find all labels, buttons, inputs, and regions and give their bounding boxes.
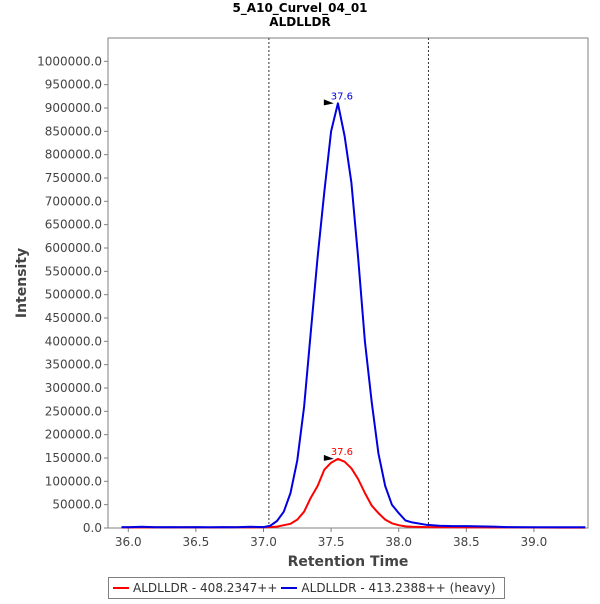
y-tick-label: 400000.0: [45, 334, 102, 348]
y-tick-label: 800000.0: [45, 148, 102, 162]
y-tick-label: 300000.0: [45, 381, 102, 395]
peak-label-0: 37.6: [331, 447, 353, 458]
legend-swatch-heavy: [281, 587, 298, 589]
chart-subtitle: ALDLLDR: [269, 15, 330, 29]
y-tick-label: 550000.0: [45, 264, 102, 278]
legend-label-heavy: ALDLLDR - 413.2388++ (heavy): [301, 581, 496, 595]
y-tick-label: 600000.0: [45, 241, 102, 255]
x-tick-label: 38.0: [385, 535, 412, 549]
y-tick-label: 200000.0: [45, 428, 102, 442]
legend-swatch-light: [113, 587, 129, 589]
chart-title: 5_A10_Curvel_04_01: [232, 1, 367, 16]
y-tick-label: 50000.0: [52, 498, 102, 512]
legend-label-light: ALDLLDR - 408.2347++: [133, 581, 278, 595]
legend-item-heavy: ALDLLDR - 413.2388++ (heavy): [281, 581, 496, 595]
y-tick-label: 900000.0: [45, 101, 102, 115]
y-tick-label: 450000.0: [45, 311, 102, 325]
peak-marker-1: [323, 99, 334, 106]
x-tick-label: 37.0: [250, 535, 277, 549]
x-axis-label: Retention Time: [288, 554, 409, 570]
y-tick-label: 500000.0: [45, 288, 102, 302]
series-line-1: [121, 102, 586, 529]
legend: ALDLLDR - 408.2347++ ALDLLDR - 413.2388+…: [108, 577, 505, 599]
y-tick-label: 650000.0: [45, 218, 102, 232]
x-tick-label: 39.0: [521, 535, 548, 549]
x-tick-label: 38.5: [453, 535, 480, 549]
x-tick-label: 36.0: [115, 535, 142, 549]
legend-item-light: ALDLLDR - 408.2347++: [113, 581, 277, 595]
y-tick-label: 950000.0: [45, 78, 102, 92]
y-tick-label: 750000.0: [45, 171, 102, 185]
y-tick-label: 250000.0: [45, 404, 102, 418]
y-tick-label: 850000.0: [45, 124, 102, 138]
y-tick-label: 0.0: [83, 521, 102, 535]
y-tick-label: 350000.0: [45, 358, 102, 372]
y-tick-label: 1000000.0: [37, 54, 102, 68]
x-tick-label: 37.5: [318, 535, 345, 549]
x-tick-label: 36.5: [183, 535, 210, 549]
y-tick-label: 700000.0: [45, 194, 102, 208]
peak-marker-0: [323, 454, 334, 461]
y-axis-label: Intensity: [14, 248, 30, 318]
peak-label-1: 37.6: [331, 91, 353, 102]
y-tick-label: 100000.0: [45, 474, 102, 488]
y-tick-label: 150000.0: [45, 451, 102, 465]
plot-area: [107, 37, 589, 529]
